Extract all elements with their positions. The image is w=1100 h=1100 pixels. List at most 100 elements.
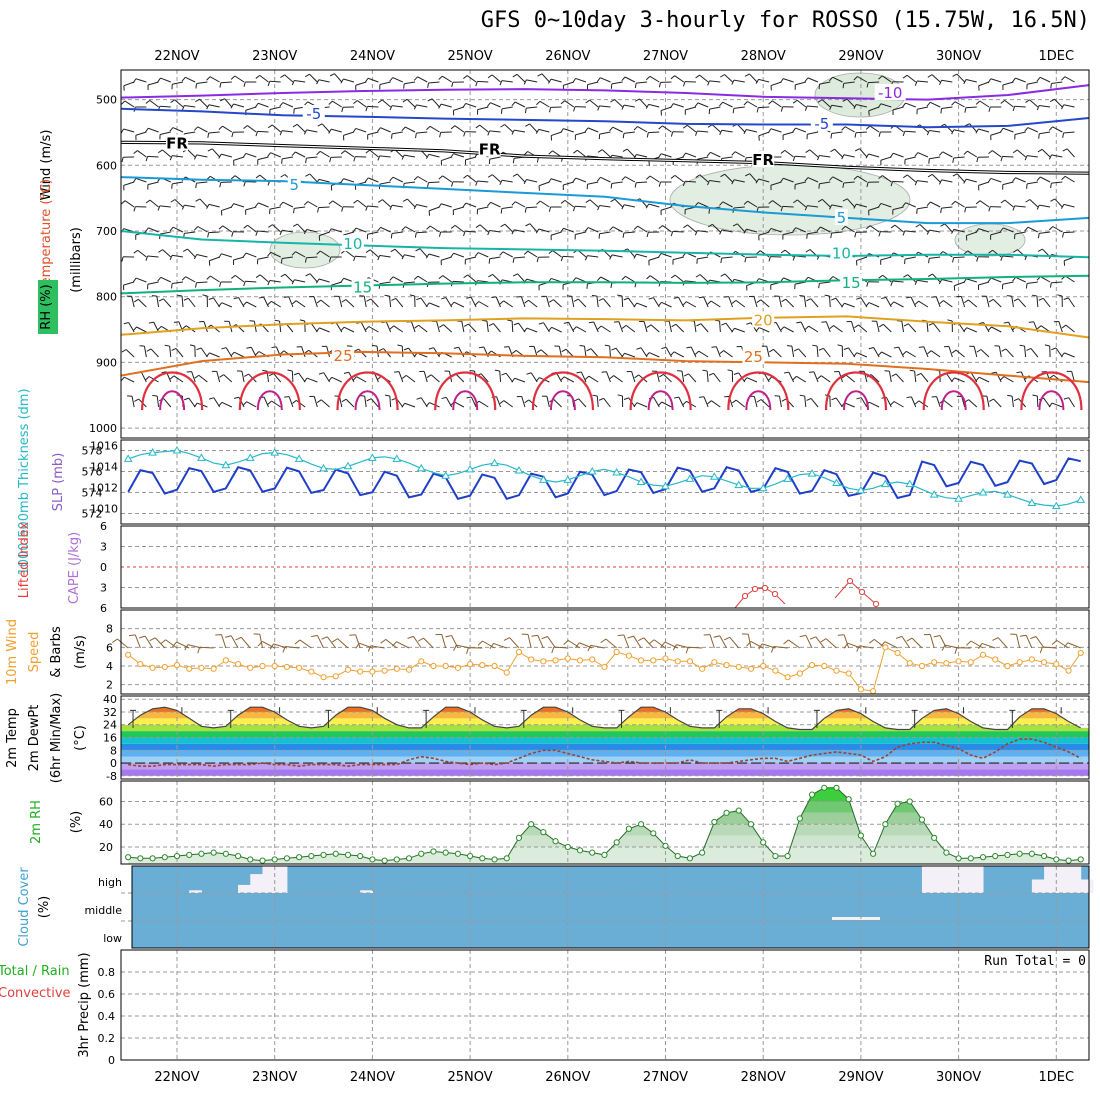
wind-barb: [165, 639, 178, 649]
wind-barb: [746, 377, 758, 383]
date-label-bottom: 27NOV: [643, 1070, 688, 1085]
wind-barb: [1002, 155, 1014, 158]
wind-barb: [722, 101, 733, 108]
wind-barb: [463, 231, 466, 237]
wind-barb: [144, 127, 149, 133]
wind-barb: [385, 638, 398, 649]
wind-barb: [657, 153, 662, 159]
wind-barb: [267, 124, 273, 129]
wind-barb: [662, 225, 672, 233]
wind-speed-tick-label: 6: [106, 641, 113, 654]
wind-barb: [719, 101, 724, 107]
wind-barb: [587, 81, 599, 86]
wind-barb: [868, 81, 880, 84]
wind-speed-marker: [845, 670, 852, 677]
wind-barb: [539, 200, 550, 208]
chart-title: GFS 0~10day 3-hourly for ROSSO (15.75W, …: [480, 8, 1090, 33]
wind-barb: [172, 181, 184, 185]
wind-barb: [209, 256, 220, 262]
wind-barb: [147, 81, 159, 86]
wind-barb: [416, 104, 428, 108]
wind-barb: [964, 207, 967, 213]
wind-barb: [954, 101, 965, 108]
wind-barb: [999, 227, 1004, 233]
wind-barb: [634, 98, 640, 102]
wind-barb: [930, 201, 941, 208]
wind-barb: [296, 399, 306, 408]
wind-speed-marker: [234, 661, 242, 668]
wind-barb: [553, 646, 568, 649]
wind-barb: [401, 254, 405, 260]
wind-barb: [805, 149, 811, 153]
wind-barb: [305, 158, 307, 164]
wind-barb: [697, 256, 709, 260]
wind-barb: [391, 131, 403, 135]
wind-barb: [416, 204, 428, 208]
wind-barb: [931, 296, 937, 298]
wind-barb: [121, 200, 126, 205]
wind-barb: [293, 208, 295, 214]
high-cloud-block: [970, 866, 984, 893]
wind-barb: [755, 178, 760, 184]
wind-barb: [1013, 398, 1019, 402]
wind-speed-marker: [186, 665, 193, 672]
rh-marker: [699, 849, 706, 856]
surface-temperature-lobe-inner: [745, 390, 772, 411]
temperature-tick-label: 24: [103, 719, 117, 732]
wind-barb: [820, 638, 827, 643]
wind-barb: [193, 126, 199, 131]
wind-barb: [1049, 374, 1054, 379]
wind-barb: [587, 127, 599, 133]
wind-barb: [291, 279, 295, 285]
wind-barb: [172, 281, 184, 285]
wind-barb: [617, 394, 623, 397]
temperature-band: [121, 750, 1089, 757]
wind-barb: [367, 645, 372, 652]
wind-barb: [951, 349, 957, 354]
wind-barb: [734, 151, 746, 158]
wind-barb: [745, 173, 750, 177]
wind-barb: [1036, 176, 1041, 182]
date-label-bottom: 26NOV: [545, 1070, 590, 1085]
wind-barb: [369, 249, 379, 258]
wind-barb: [1051, 181, 1063, 184]
wind-barb: [502, 251, 513, 258]
wind-barb: [841, 126, 846, 131]
wind-barb: [866, 82, 869, 88]
rh-shade: [669, 164, 911, 236]
wind-barb: [649, 75, 660, 83]
wind-barb: [609, 345, 611, 358]
wind-barb: [670, 231, 674, 237]
wind-barb: [825, 638, 837, 649]
wind-barb: [661, 401, 672, 408]
wind-barb: [681, 371, 685, 383]
wind-barb: [328, 128, 332, 134]
wind-barb: [910, 296, 917, 308]
wind-barb: [587, 181, 599, 185]
wind-barb: [1065, 324, 1075, 333]
wind-barb: [636, 81, 648, 84]
wind-barb: [291, 80, 295, 86]
wind-barb: [829, 325, 834, 330]
wind-barb: [664, 641, 678, 649]
wind-barb: [744, 73, 750, 77]
wind-barb: [856, 397, 862, 400]
wind-barb: [563, 376, 575, 383]
wind-barb: [819, 281, 831, 284]
wind-barb: [219, 281, 222, 287]
wind-barb: [1049, 98, 1055, 103]
wind-barb: [242, 301, 247, 307]
thickness-tick-label: 574: [82, 487, 103, 500]
wind-barb: [911, 637, 923, 649]
wind-barb: [993, 398, 1002, 408]
wind-barb: [364, 77, 369, 83]
wind-barb: [1036, 325, 1042, 330]
wind-barb: [396, 641, 410, 649]
wind-barb: [858, 324, 868, 333]
wind-barb: [511, 377, 516, 383]
wind-barb: [575, 642, 580, 649]
wind-barb: [880, 103, 892, 108]
wind-barb: [159, 205, 171, 208]
wind-barb: [189, 344, 195, 347]
